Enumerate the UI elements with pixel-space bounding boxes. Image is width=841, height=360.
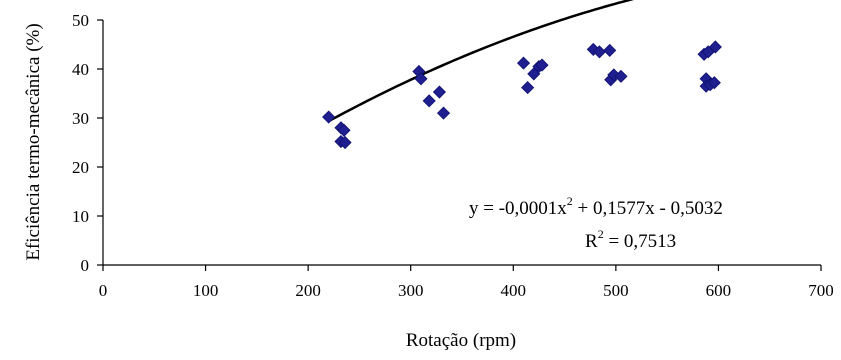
data-point <box>707 76 721 90</box>
r2-exponent: 2 <box>598 227 604 241</box>
data-point <box>592 45 607 59</box>
data-point <box>516 56 531 70</box>
r2-suffix: = 0,7513 <box>604 231 676 252</box>
y-tick-label: 30 <box>72 109 89 128</box>
equation-exponent: 2 <box>567 194 573 208</box>
x-tick-label: 700 <box>808 281 834 300</box>
x-tick-label: 400 <box>501 281 527 300</box>
data-point <box>414 72 428 86</box>
data-points <box>322 40 722 150</box>
data-point <box>338 135 352 150</box>
data-point <box>422 94 436 108</box>
data-point <box>603 43 617 57</box>
equation-suffix: + 0,1577x - 0,5032 <box>573 198 723 219</box>
r2-prefix: R <box>585 231 598 252</box>
y-axis-label: Eficiência termo-mecânica (%) <box>23 23 44 260</box>
x-axis-label: Rotação (rpm) <box>406 330 516 351</box>
y-tick-label: 0 <box>81 256 90 275</box>
data-point <box>432 85 446 99</box>
regression-equation: y = -0,0001x2 + 0,1577x - 0,5032 <box>469 194 723 219</box>
x-tick-label: 200 <box>295 281 321 300</box>
data-point <box>521 81 535 95</box>
y-tick-label: 10 <box>72 207 89 226</box>
trendline-group <box>328 0 635 123</box>
equation-prefix: y = -0,0001x <box>469 198 567 219</box>
x-tick-label: 0 <box>99 281 108 300</box>
x-tick-label: 500 <box>603 281 629 300</box>
x-tick-label: 600 <box>706 281 732 300</box>
y-tick-label: 50 <box>72 11 89 30</box>
data-point <box>337 123 351 137</box>
data-point <box>535 58 549 72</box>
data-point <box>322 110 336 124</box>
data-point <box>614 69 628 83</box>
data-point <box>708 40 722 54</box>
r-squared-label: R2 = 0,7513 <box>585 227 676 252</box>
y-tick-label: 40 <box>72 60 89 79</box>
trendline <box>328 0 635 123</box>
y-tick-label: 20 <box>72 158 89 177</box>
x-tick-label: 100 <box>193 281 219 300</box>
x-tick-label: 300 <box>398 281 424 300</box>
axes <box>102 20 821 266</box>
data-point <box>436 106 451 120</box>
